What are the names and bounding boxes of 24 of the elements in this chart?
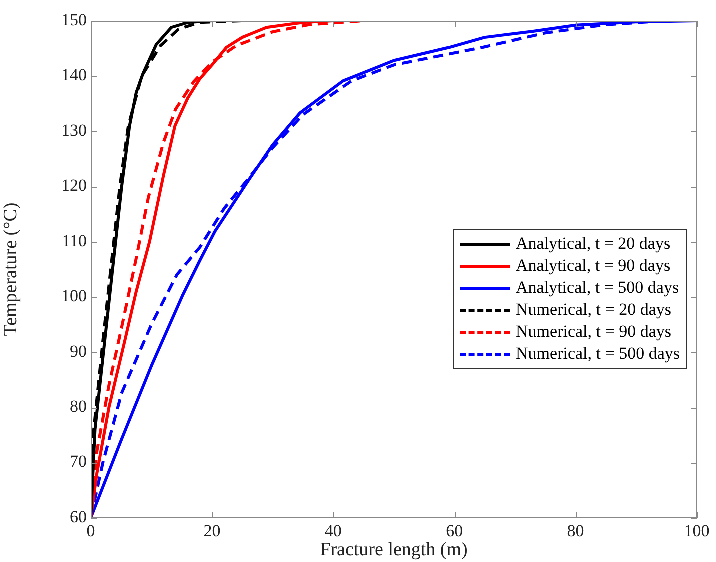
x-tick-label: 60 <box>446 522 464 541</box>
x-tick-label: 20 <box>204 522 221 541</box>
x-tick-label: 80 <box>567 522 584 541</box>
legend-label: Analytical, t = 90 days <box>516 255 671 278</box>
y-tick-label: 120 <box>62 176 87 196</box>
legend-label: Analytical, t = 500 days <box>516 277 680 300</box>
y-tick-label: 130 <box>62 120 87 140</box>
legend-label: Numerical, t = 20 days <box>516 299 672 322</box>
legend-label: Analytical, t = 20 days <box>516 233 671 256</box>
y-tick-label: 110 <box>62 231 87 250</box>
y-tick-label: 70 <box>70 452 87 472</box>
y-tick-label: 60 <box>70 507 87 526</box>
x-axis-title: Fracture length (m) <box>320 540 468 561</box>
y-tick-label: 150 <box>62 10 87 30</box>
x-tick-label: 0 <box>86 522 96 541</box>
x-tick-label: 40 <box>324 522 342 541</box>
y-tick-label: 140 <box>62 66 87 85</box>
legend-label: Numerical, t = 500 days <box>516 343 680 366</box>
y-tick-label: 100 <box>62 286 87 306</box>
y-axis-title: Temperature (°C) <box>0 202 22 336</box>
x-tick-label: 100 <box>684 522 710 541</box>
y-tick-label: 80 <box>70 397 87 416</box>
legend-label: Numerical, t = 90 days <box>516 321 672 344</box>
y-tick-label: 90 <box>70 342 87 361</box>
